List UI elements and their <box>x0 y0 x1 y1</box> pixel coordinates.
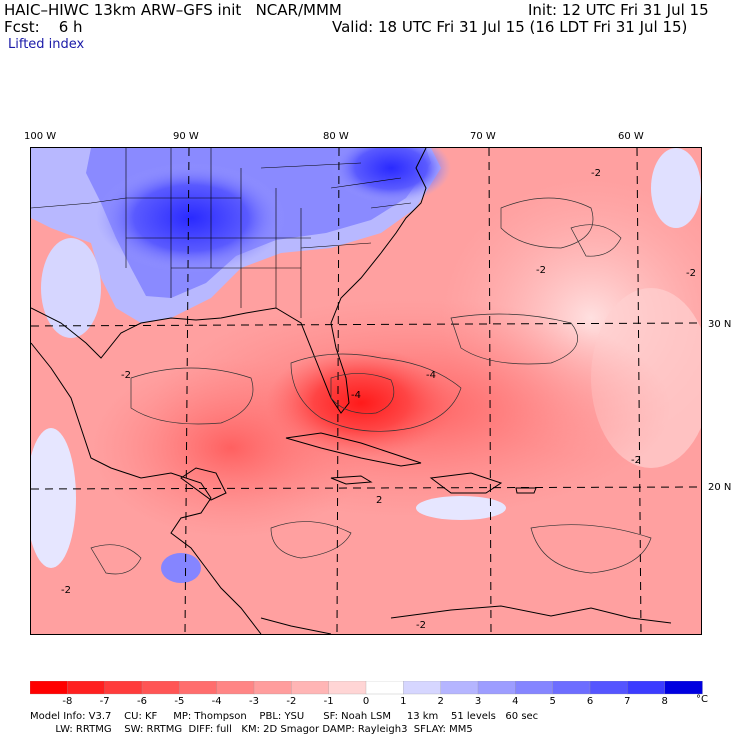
contour-label: -2 <box>631 455 641 466</box>
contour-label: -4 <box>351 390 361 401</box>
colorbar-level-label: 1 <box>400 696 407 707</box>
colorbar-level-label: -5 <box>174 696 185 707</box>
stable-patch-central-america <box>161 553 201 583</box>
colorbar-swatch <box>328 680 367 695</box>
forecast-hour: Fcst: 6 h <box>4 18 83 36</box>
colorbar-swatch <box>552 680 591 695</box>
stable-patch-texas <box>41 238 101 338</box>
colorbar-swatch <box>141 680 180 695</box>
max-instability-core <box>266 348 456 458</box>
colorbar-level-label: -8 <box>62 696 73 707</box>
colorbar-swatch <box>29 680 68 695</box>
lon-label-100w: 100 W <box>24 131 57 142</box>
colorbar-swatch <box>403 680 442 695</box>
contour-label: -2 <box>61 585 71 596</box>
colorbar-level-label: 6 <box>586 696 594 707</box>
colorbar-level-label: -4 <box>211 696 222 707</box>
lon-label-70w: 70 W <box>470 131 496 142</box>
valid-time: Valid: 18 UTC Fri 31 Jul 15 (16 LDT Fri … <box>332 18 688 36</box>
contour-label: -2 <box>416 620 426 631</box>
colorbar-swatch <box>104 680 143 695</box>
lat-label-30n: 30 N <box>708 319 732 330</box>
colorbar-level-label: 7 <box>624 696 631 707</box>
model-title: HAIC–HIWC 13km ARW–GFS init NCAR/MMM <box>4 1 342 19</box>
contour-label: 2 <box>376 495 382 506</box>
stable-core-west <box>96 163 286 273</box>
colorbar-level-label: 0 <box>362 696 370 707</box>
model-info-line-1: Model Info: V3.7 CU: KF MP: Thompson PBL… <box>30 711 539 722</box>
colorbar-swatch <box>627 680 666 695</box>
lifted-index-map: -2 -2 -2 -2 -2 -2 -2 -4 -4 2 <box>30 147 702 635</box>
colorbar-swatches <box>29 680 703 695</box>
colorbar-unit: °C <box>696 694 708 705</box>
contour-label: -2 <box>686 268 696 279</box>
colorbar-swatch <box>365 680 404 695</box>
colorbar-swatch <box>253 680 292 695</box>
lifted-index-contours <box>90 197 652 575</box>
lon-label-80w: 80 W <box>323 131 349 142</box>
colorbar-level-label: -6 <box>137 696 147 707</box>
colorbar-level-label: 5 <box>549 696 556 707</box>
colorbar-level-label: 2 <box>437 696 444 707</box>
state-borders <box>31 148 412 318</box>
colorbar-swatch <box>664 680 703 695</box>
colorbar-level-label: -3 <box>249 696 259 707</box>
colorbar-level-label: 8 <box>661 696 668 707</box>
stable-core-northeast <box>331 148 451 203</box>
colorbar-swatch <box>67 680 106 695</box>
colorbar-swatch <box>589 680 628 695</box>
colorbar-swatch <box>515 680 554 695</box>
colorbar <box>29 680 710 701</box>
colorbar-level-label: -1 <box>323 696 334 707</box>
colorbar-swatch <box>477 680 516 695</box>
lon-label-60w: 60 W <box>618 131 644 142</box>
lat-label-20n: 20 N <box>708 482 732 493</box>
colorbar-level-label: 4 <box>512 696 519 707</box>
init-time: Init: 12 UTC Fri 31 Jul 15 <box>528 1 709 19</box>
graticule <box>31 148 701 634</box>
lon-label-90w: 90 W <box>173 131 199 142</box>
colorbar-level-label: -2 <box>286 696 297 707</box>
field-label: Lifted index <box>8 37 85 52</box>
stable-patch-hispaniola <box>416 496 506 520</box>
colorbar-level-label: -7 <box>99 696 110 707</box>
model-info-line-2: LW: RRTMG SW: RRTMG DIFF: full KM: 2D Sm… <box>30 724 473 735</box>
contour-label: -2 <box>121 370 131 381</box>
colorbar-swatch <box>440 680 479 695</box>
contour-label: -2 <box>591 168 601 179</box>
contour-label: -2 <box>536 265 546 276</box>
stable-patch-northeast-corner <box>651 148 701 228</box>
stable-patch-mexico <box>31 428 76 568</box>
contour-label: -4 <box>426 370 436 381</box>
colorbar-level-label: 3 <box>474 696 482 707</box>
colorbar-swatch <box>291 680 330 695</box>
colorbar-swatch <box>179 680 218 695</box>
colorbar-swatch <box>216 680 255 695</box>
